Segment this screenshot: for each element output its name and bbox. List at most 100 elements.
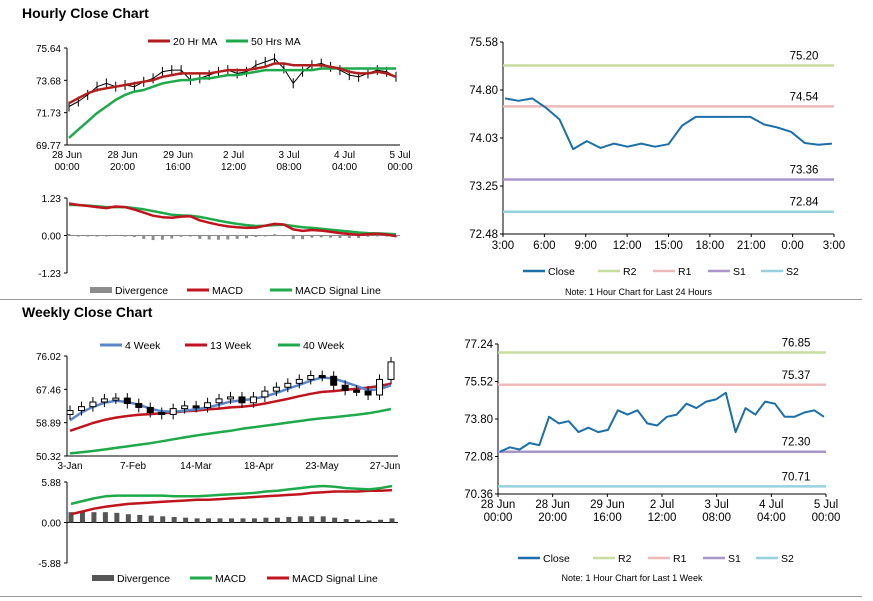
weekly-macd-ytick: -5.88 [38, 559, 61, 570]
daily-levels-legend-r2-label: R2 [623, 266, 637, 278]
daily-levels-ytick: 75.58 [469, 37, 498, 49]
hourly-macd-divergence-bar [198, 235, 202, 239]
hourly-price-xtick: 29 Jun 16:00 [163, 150, 193, 173]
bottom-divider [0, 596, 862, 597]
hourly-macd-divergence-bar [366, 235, 370, 237]
hourly-macd-divergence-bar [394, 235, 398, 238]
weekly-legend-signal-label: MACD Signal Line [292, 573, 378, 585]
daily-levels-close-series [504, 97, 833, 151]
weekly-candle-body [181, 405, 189, 410]
daily-levels-xtick: 3:00 [823, 240, 845, 252]
hourly-macd-divergence-bar [67, 233, 71, 236]
hourly-price-ytick: 75.64 [36, 44, 61, 55]
hourly-macd-series [68, 202, 397, 238]
hourly-macd-divergence-bar [338, 235, 342, 238]
weekly-price-xtick: 23-May [305, 461, 338, 472]
weekly-legend-wk4-label: 4 Week [125, 340, 161, 352]
hourly-legend-ma50-label: 50 Hrs MA [251, 36, 301, 48]
hourly-macd-divergence-bar [375, 235, 379, 237]
weekly-levels-legend-close-label: Close [543, 553, 570, 565]
weekly-candle-body [387, 361, 395, 380]
hourly-price-xtick: 3 Jul 08:00 [276, 150, 301, 173]
weekly-levels-legend-s2-label: S2 [781, 553, 794, 565]
hourly-price-ytick: 69.77 [36, 141, 61, 152]
hourly-price-xtick: 28 Jun 00:00 [52, 150, 82, 173]
weekly-levels-note: Note: 1 Hour Chart for Last 1 Week [562, 573, 703, 583]
hourly-macd-divergence-bar [347, 235, 351, 238]
hourly-macd-divergence-bar [282, 235, 286, 237]
weekly-levels-level-label-s1: 72.30 [782, 437, 811, 449]
weekly-candle-body [353, 389, 361, 393]
weekly-levels-xtick: 5 Jul 00:00 [812, 499, 841, 524]
weekly-levels-xtick: 28 Jun 20:00 [535, 499, 570, 524]
hourly-macd-divergence-bar [263, 235, 267, 237]
daily-levels-ytick: 73.25 [469, 181, 498, 193]
weekly-candle-body [146, 406, 154, 413]
weekly-levels-legend-s1-label: S1 [728, 553, 741, 565]
daily-levels-xtick: 0:00 [781, 240, 803, 252]
weekly-macd-divergence-bar [286, 516, 292, 523]
weekly-candle-body [364, 390, 372, 396]
daily-levels-xtick: 21:00 [737, 240, 766, 252]
hourly-macd-signal-series [69, 203, 397, 236]
weekly-candle-body [158, 411, 166, 415]
weekly-candle-body [135, 403, 143, 408]
weekly-macd-divergence-bar [148, 515, 154, 523]
weekly-macd-divergence-bar [240, 518, 246, 523]
weekly-candle-body [112, 397, 120, 401]
weekly-candle-body [330, 375, 338, 386]
hourly-macd-divergence-bar [179, 235, 183, 237]
weekly-macd-divergence-bar [343, 519, 349, 523]
daily-levels-ytick: 72.48 [469, 229, 498, 241]
weekly-macd-divergence-bar [79, 512, 85, 523]
weekly-levels-xtick: 2 Jul 12:00 [648, 499, 677, 524]
weekly-macd-divergence-bar [366, 520, 372, 523]
hourly-macd-divergence-bar [160, 235, 164, 240]
weekly-levels-level-label-r2: 76.85 [782, 338, 811, 350]
hourly-legend-signal-label: MACD Signal Line [295, 285, 381, 297]
weekly-macd-divergence-bar [320, 516, 326, 523]
hourly-macd-divergence-bar [301, 235, 305, 240]
weekly-macd-divergence-bar [229, 518, 234, 523]
hourly-macd-divergence-bar [357, 235, 361, 238]
weekly-price-xtick: 18-Apr [244, 461, 275, 472]
hourly-macd-divergence-bar [151, 235, 155, 241]
weekly-levels-ytick: 75.52 [464, 377, 493, 389]
weekly-candle-body [169, 408, 177, 415]
weekly-macd-divergence-bar [251, 518, 257, 523]
weekly-price-xtick: 27-Jun [370, 461, 401, 472]
weekly-candle-body [376, 378, 384, 396]
hourly-macd-divergence-bar [254, 235, 258, 238]
daily-levels-level-label-r2: 75.20 [790, 51, 819, 63]
hourly-legend-divergence-swatch [90, 287, 112, 293]
hourly-macd-divergence-bar [291, 235, 295, 239]
hourly-macd-divergence-bar [385, 235, 389, 237]
weekly-macd-signal-series [70, 488, 393, 516]
weekly-legend-macd-label: MACD [215, 573, 246, 585]
hourly-legend-ma20-label: 20 Hr MA [173, 36, 217, 48]
weekly-price-xtick: 14-Mar [180, 461, 212, 472]
weekly-levels-xtick: 3 Jul 08:00 [702, 499, 731, 524]
weekly-macd-divergence-bar [217, 518, 223, 523]
daily-levels-level-label-s2: 72.84 [790, 197, 819, 209]
hourly-macd-divergence-bar [142, 235, 146, 239]
weekly-price-ytick: 58.89 [36, 419, 61, 430]
weekly-macd-divergence-bar [160, 516, 166, 523]
weekly-price-ytick: 76.02 [36, 352, 61, 363]
weekly-macd-divergence-bar [125, 514, 131, 523]
weekly-levels-xtick: 28 Jun 00:00 [481, 499, 516, 524]
weekly-candle-body [318, 375, 326, 379]
hourly-macd-divergence-bar [188, 235, 192, 237]
hourly-macd-divergence-bar [114, 234, 118, 236]
weekly-price-ytick: 67.46 [36, 385, 61, 396]
weekly-legend-divergence-label: Divergence [117, 573, 170, 585]
weekly-macd-ytick: 5.88 [42, 478, 62, 489]
hourly-macd-ytick: 0.00 [42, 232, 62, 243]
hourly-legend-divergence-label: Divergence [115, 285, 168, 297]
weekly-wk40-series [69, 407, 392, 455]
hourly-macd-divergence-bar [235, 235, 239, 239]
hourly-price-ytick: 71.73 [36, 109, 61, 120]
daily-levels-level-label-s1: 73.36 [790, 164, 819, 176]
hourly-ma20-series [68, 62, 397, 105]
